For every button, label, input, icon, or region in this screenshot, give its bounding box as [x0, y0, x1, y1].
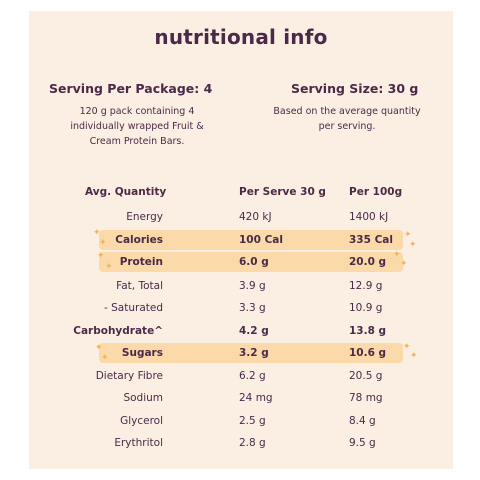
per-100g-value: 8.4 g	[349, 415, 376, 427]
per-100g-value: 335 Cal	[349, 234, 393, 246]
sparkle-icon: ✦	[95, 343, 103, 353]
per-serve-value: 3.2 g	[239, 347, 269, 359]
per-100g-value: 20.5 g	[349, 370, 383, 382]
table-row: ✦ ✦ ✦ ✦ Calories 100 Cal 335 Cal	[29, 229, 453, 251]
table-row: Sodium 24 mg 78 mg	[29, 387, 453, 409]
per-serve-value: 3.9 g	[239, 280, 266, 292]
serving-per-package-line: Cream Protein Bars.	[89, 136, 185, 147]
sparkle-icon: ✦	[403, 342, 411, 352]
sparkle-icon: ✦	[101, 353, 109, 363]
column-header-avg-quantity: Avg. Quantity	[85, 186, 167, 198]
per-serve-value: 3.3 g	[239, 302, 266, 314]
row-highlight	[99, 343, 403, 363]
per-serve-value: 420 kJ	[239, 211, 272, 223]
per-serve-value: 6.2 g	[239, 370, 266, 382]
table-row: Dietary Fibre 6.2 g 20.5 g	[29, 365, 453, 387]
per-100g-value: 9.5 g	[349, 437, 376, 449]
nutrient-name: Sodium	[123, 392, 163, 404]
serving-per-package-description: 120 g pack containing 4 individually wra…	[35, 104, 239, 149]
serving-per-package-line: 120 g pack containing 4	[79, 106, 195, 117]
nutrient-name: Calories	[115, 234, 163, 246]
table-row: Carbohydrate^ 4.2 g 13.8 g	[29, 320, 453, 342]
nutrient-name: Sugars	[121, 347, 163, 359]
per-100g-value: 78 mg	[349, 392, 383, 404]
per-100g-value: 1400 kJ	[349, 211, 389, 223]
serving-per-package-heading: Serving Per Package: 4	[49, 81, 213, 96]
sparkle-icon: ✦	[99, 238, 107, 248]
serving-size-description: Based on the average quantity per servin…	[257, 104, 437, 134]
nutrition-panel: nutritional info Serving Per Package: 4 …	[29, 11, 453, 469]
row-highlight	[99, 230, 403, 250]
sparkle-icon: ✦	[400, 259, 408, 269]
sparkle-icon: ✦	[393, 250, 401, 260]
table-row: Glycerol 2.5 g 8.4 g	[29, 410, 453, 432]
sparkle-icon: ✦	[97, 251, 105, 261]
per-serve-value: 100 Cal	[239, 234, 283, 246]
sparkle-icon: ✦	[410, 351, 418, 361]
per-serve-value: 6.0 g	[239, 256, 269, 268]
nutrient-name: Fat, Total	[116, 280, 163, 292]
nutrient-name: Erythritol	[114, 437, 163, 449]
sparkle-icon: ✦	[93, 228, 101, 238]
per-100g-value: 12.9 g	[349, 280, 383, 292]
per-serve-value: 2.5 g	[239, 415, 266, 427]
sparkle-icon: ✦	[409, 240, 417, 250]
page-title: nutritional info	[154, 25, 328, 49]
per-100g-value: 10.6 g	[349, 347, 387, 359]
sparkle-icon: ✦	[105, 262, 113, 272]
table-row: Erythritol 2.8 g 9.5 g	[29, 432, 453, 454]
sparkle-icon: ✦	[404, 230, 412, 240]
column-header-per-100g: Per 100g	[349, 186, 403, 198]
nutrient-name: Protein	[119, 256, 163, 268]
table-row: - Saturated 3.3 g 10.9 g	[29, 297, 453, 319]
row-highlight	[99, 252, 403, 272]
nutrient-name: Glycerol	[120, 415, 163, 427]
table-row: ✦ ✦ ✦ ✦ Sugars 3.2 g 10.6 g	[29, 342, 453, 364]
column-header-per-serve: Per Serve 30 g	[239, 186, 326, 198]
per-100g-value: 20.0 g	[349, 256, 387, 268]
nutrient-name: Carbohydrate^	[73, 325, 163, 337]
nutrient-name: Energy	[126, 211, 163, 223]
serving-size-line: Based on the average quantity	[273, 106, 421, 117]
serving-size-heading: Serving Size: 30 g	[291, 81, 419, 96]
table-row: Fat, Total 3.9 g 12.9 g	[29, 275, 453, 297]
table-row: Energy 420 kJ 1400 kJ	[29, 206, 453, 228]
per-serve-value: 24 mg	[239, 392, 273, 404]
per-serve-value: 4.2 g	[239, 325, 269, 337]
nutrient-name: Dietary Fibre	[95, 370, 163, 382]
serving-per-package-line: individually wrapped Fruit &	[70, 121, 204, 132]
per-100g-value: 10.9 g	[349, 302, 383, 314]
per-serve-value: 2.8 g	[239, 437, 266, 449]
table-header-row: Avg. Quantity Per Serve 30 g Per 100g	[29, 181, 453, 203]
serving-size-line: per serving.	[318, 121, 376, 132]
per-100g-value: 13.8 g	[349, 325, 387, 337]
table-row: ✦ ✦ ✦ ✦ Protein 6.0 g 20.0 g	[29, 251, 453, 273]
nutrient-name: - Saturated	[104, 302, 163, 314]
